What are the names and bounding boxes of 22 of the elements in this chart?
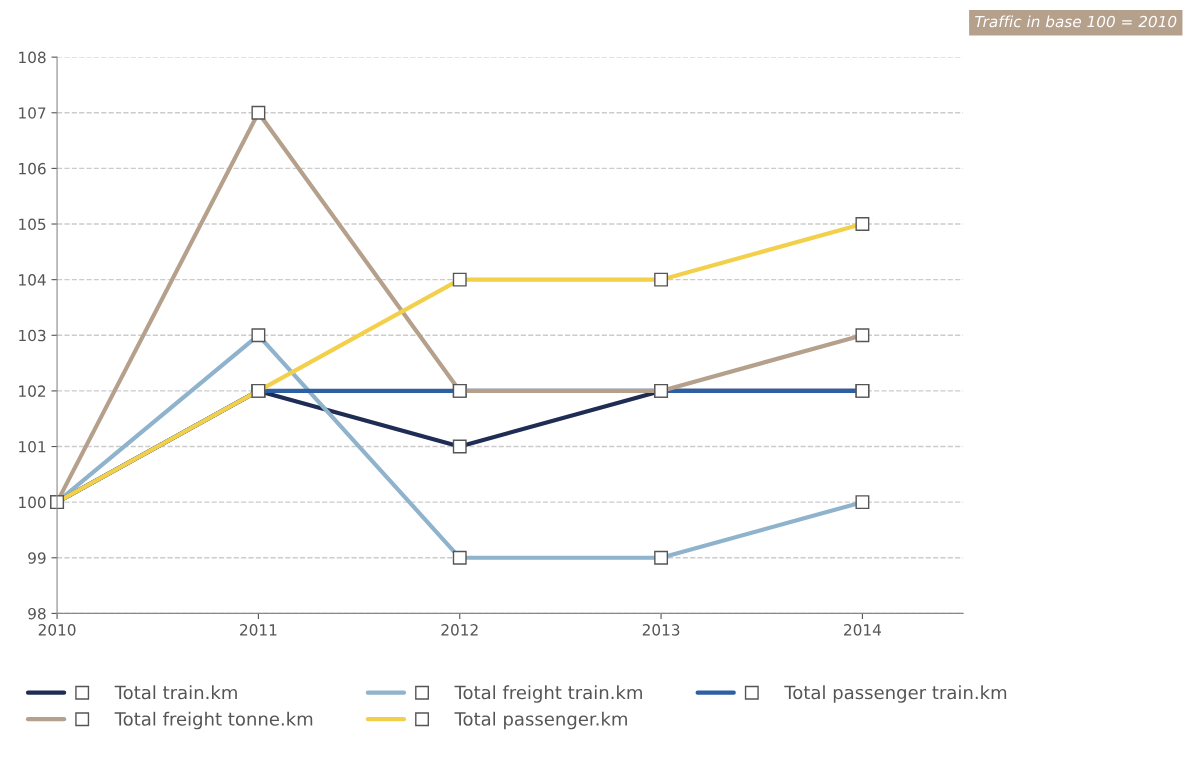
y-tick-label: 98: [28, 607, 46, 620]
x-tick-label: 2014: [844, 624, 881, 636]
y-tick-label: 106: [19, 162, 46, 175]
legend-label: Total freight tonne.km: [114, 711, 313, 730]
y-tick-label: 105: [19, 218, 46, 231]
y-tick-label: 99: [28, 552, 46, 564]
y-tick-label: 102: [19, 385, 46, 397]
x-tick-label: 2010: [38, 624, 76, 636]
x-tick-label: 2012: [441, 624, 478, 636]
y-tick-label: 108: [19, 51, 46, 64]
y-tick-label: 103: [19, 329, 46, 342]
y-tick-label: 104: [19, 274, 46, 286]
y-tick-label: 107: [19, 107, 46, 119]
legend-label: Total passenger.km: [454, 711, 627, 730]
legend-label: Total train.km: [114, 685, 237, 700]
y-tick-label: 100: [19, 496, 46, 509]
y-tick-label: 101: [19, 441, 46, 453]
text: Traffic in base 100 = 2010: [975, 15, 1177, 28]
x-tick-label: 2013: [642, 624, 680, 636]
legend-label: Total passenger train.km: [784, 685, 1007, 703]
legend-label: Total freight train.km: [454, 685, 642, 703]
x-tick-label: 2011: [240, 624, 277, 636]
